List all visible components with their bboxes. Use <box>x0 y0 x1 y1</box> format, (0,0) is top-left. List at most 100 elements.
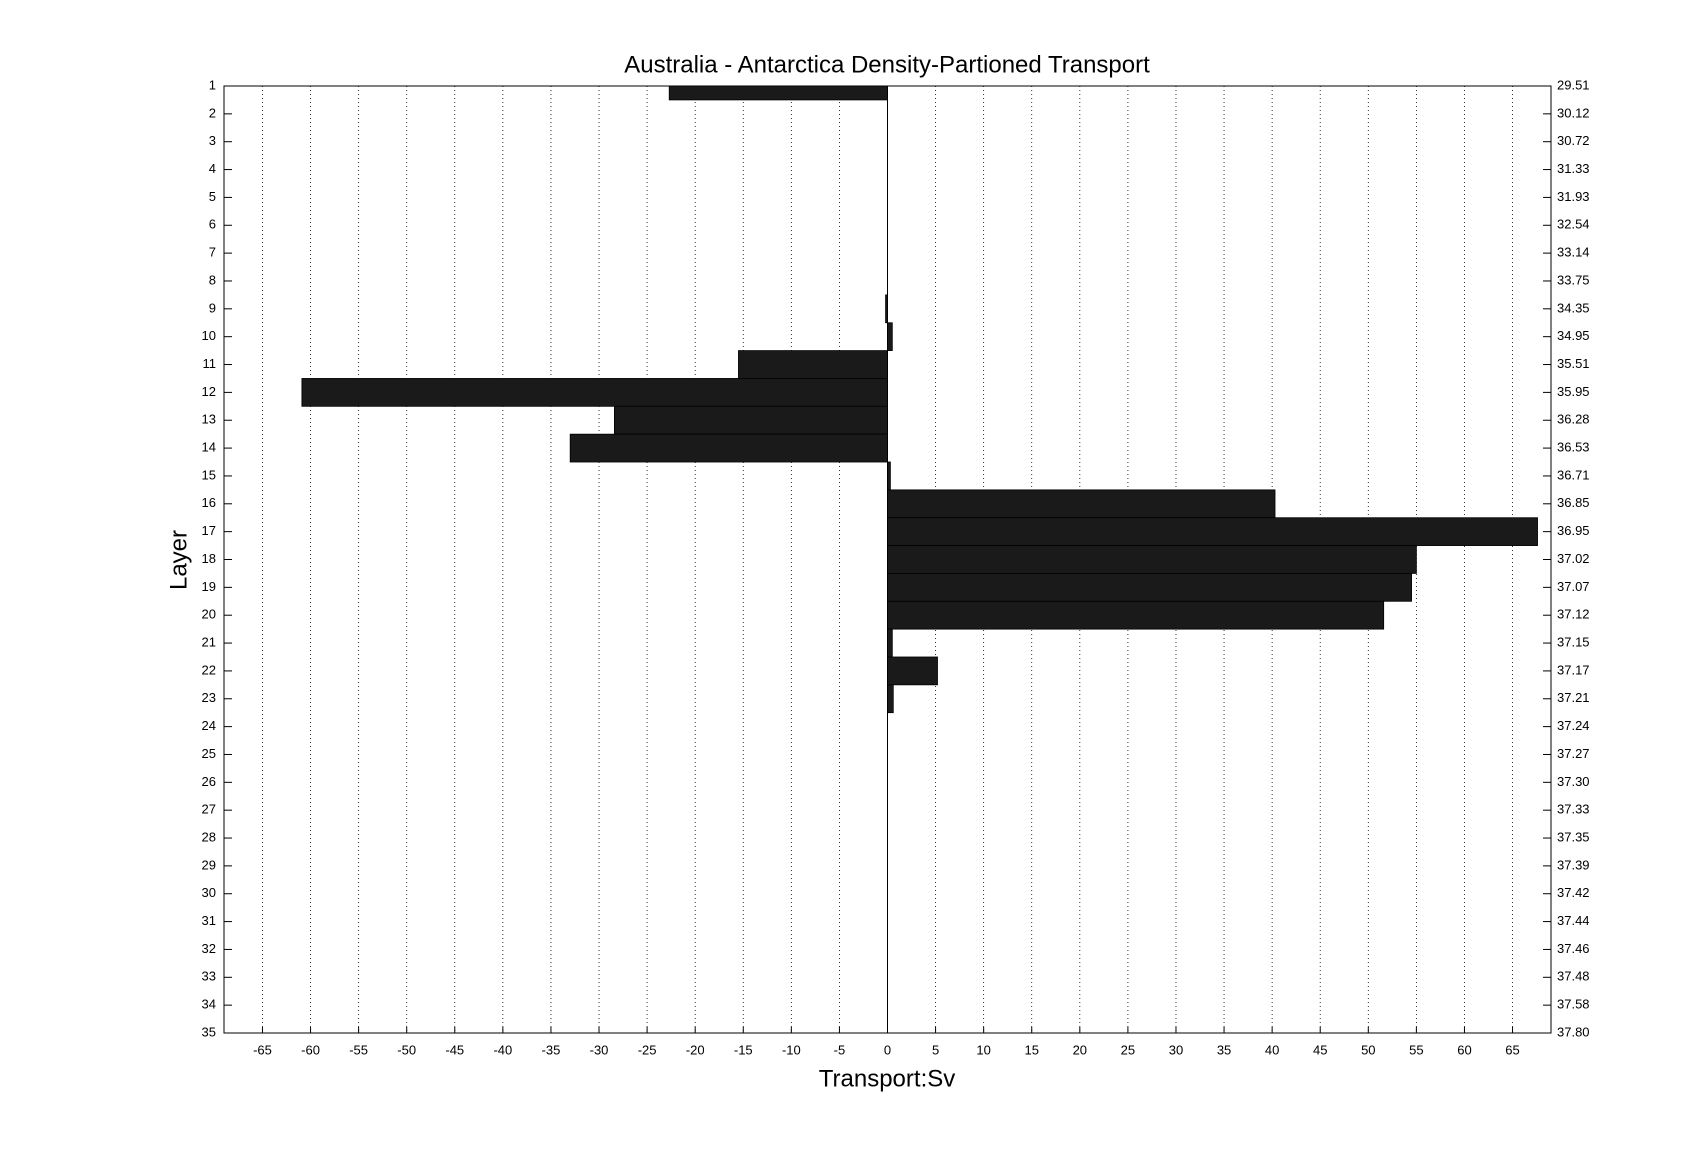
y2-tick-label: 36.85 <box>1557 495 1590 510</box>
x-tick-label: -35 <box>542 1042 561 1057</box>
y2-tick-label: 37.58 <box>1557 997 1590 1012</box>
y2-tick-label: 31.33 <box>1557 161 1590 176</box>
y-tick-label: 33 <box>202 969 216 984</box>
y2-tick-label: 34.95 <box>1557 328 1590 343</box>
y2-tick-label: 36.53 <box>1557 440 1590 455</box>
y-tick-label: 25 <box>202 746 216 761</box>
bar <box>569 433 888 463</box>
bar <box>614 405 888 435</box>
y-tick-label: 32 <box>202 941 216 956</box>
y-tick-label: 8 <box>209 272 216 287</box>
bar <box>887 573 1412 602</box>
x-tick-label: -5 <box>834 1042 846 1057</box>
y-tick-label: 27 <box>202 802 216 817</box>
y2-tick-label: 37.07 <box>1557 579 1590 594</box>
bars <box>301 86 1538 714</box>
x-tick-label: -10 <box>782 1042 801 1057</box>
y2-tick-label: 33.75 <box>1557 272 1590 287</box>
y-tick-label: 10 <box>202 328 216 343</box>
bar <box>738 350 888 379</box>
y2-tick-label: 37.15 <box>1557 634 1590 649</box>
x-axis-label: Transport:Sv <box>819 1065 956 1092</box>
x-tick-label: 60 <box>1457 1042 1471 1057</box>
y-tick-label: 22 <box>202 662 216 677</box>
x-tick-label: -60 <box>301 1042 320 1057</box>
y-tick-label: 23 <box>202 690 216 705</box>
x-tick-label: -40 <box>493 1042 512 1057</box>
x-tick-label: -45 <box>445 1042 464 1057</box>
y2-tick-label: 35.95 <box>1557 384 1590 399</box>
y2-tick-label: 37.80 <box>1557 1024 1590 1039</box>
bar <box>887 684 894 714</box>
x-tick-label: 35 <box>1217 1042 1231 1057</box>
y2-tick-label: 36.71 <box>1557 467 1590 482</box>
y-tick-label: 35 <box>202 1024 216 1039</box>
y-tick-label: 19 <box>202 579 216 594</box>
x-tick-label: 10 <box>976 1042 990 1057</box>
y2-tick-label: 37.27 <box>1557 746 1590 761</box>
bar <box>887 545 1417 574</box>
y-tick-label: 34 <box>202 997 216 1012</box>
y-tick-label: 6 <box>209 217 216 232</box>
x-tick-label: -15 <box>734 1042 753 1057</box>
y-tick-label: 4 <box>209 161 216 176</box>
y-tick-label: 9 <box>209 300 216 315</box>
x-tick-label: -65 <box>253 1042 272 1057</box>
y2-tick-label: 37.46 <box>1557 941 1590 956</box>
bar <box>887 600 1385 630</box>
y-tick-label: 16 <box>202 495 216 510</box>
y-axis-label: Layer <box>165 530 192 590</box>
x-tick-label: -50 <box>397 1042 416 1057</box>
y2-tick-label: 30.12 <box>1557 105 1590 120</box>
chart-title: Australia - Antarctica Density-Partioned… <box>624 51 1150 78</box>
x-tick-label: -25 <box>638 1042 657 1057</box>
x-tick-label: 55 <box>1409 1042 1423 1057</box>
y-tick-label: 1 <box>209 77 216 92</box>
x-tick-label: 65 <box>1505 1042 1519 1057</box>
y-tick-label: 31 <box>202 913 216 928</box>
x-tick-label: 15 <box>1025 1042 1039 1057</box>
y2-tick-label: 30.72 <box>1557 133 1590 148</box>
y-tick-label: 26 <box>202 774 216 789</box>
y2-tick-label: 36.28 <box>1557 412 1590 427</box>
y-tick-label: 20 <box>202 607 216 622</box>
y-tick-label: 2 <box>209 105 216 120</box>
y-tick-label: 24 <box>202 718 216 733</box>
y-tick-label: 17 <box>202 523 216 538</box>
x-tick-label: -20 <box>686 1042 705 1057</box>
y2-tick-label: 34.35 <box>1557 300 1590 315</box>
y-tick-label: 15 <box>202 467 216 482</box>
y2-tick-label: 32.54 <box>1557 217 1590 232</box>
y-tick-label: 5 <box>209 189 216 204</box>
y2-tick-label: 37.21 <box>1557 690 1590 705</box>
y2-tick-label: 37.24 <box>1557 718 1590 733</box>
x-tick-label: -55 <box>349 1042 368 1057</box>
x-tick-label: 25 <box>1121 1042 1135 1057</box>
y2-tick-label: 37.42 <box>1557 885 1590 900</box>
x-tick-label: -30 <box>590 1042 609 1057</box>
x-tick-label: 40 <box>1265 1042 1279 1057</box>
y-tick-label: 13 <box>202 412 216 427</box>
y2-tick-label: 37.35 <box>1557 829 1590 844</box>
y2-tick-label: 36.95 <box>1557 523 1590 538</box>
bar <box>301 378 888 407</box>
y2-tick-label: 37.02 <box>1557 551 1590 566</box>
y2-tick-label: 37.17 <box>1557 662 1590 677</box>
x-tick-label: 50 <box>1361 1042 1375 1057</box>
x-tick-label: 30 <box>1169 1042 1183 1057</box>
y2-tick-label: 37.30 <box>1557 774 1590 789</box>
bar <box>887 322 893 352</box>
bar <box>887 489 1276 519</box>
x-tick-label: 20 <box>1073 1042 1087 1057</box>
y2-tick-label: 29.51 <box>1557 77 1590 92</box>
bar <box>887 656 938 686</box>
y-tick-label: 21 <box>202 634 216 649</box>
y2-tick-label: 37.48 <box>1557 969 1590 984</box>
y2-tick-label: 37.44 <box>1557 913 1590 928</box>
x-tick-label: 45 <box>1313 1042 1327 1057</box>
y-tick-label: 3 <box>209 133 216 148</box>
y-tick-label: 28 <box>202 829 216 844</box>
y-tick-label: 7 <box>209 245 216 260</box>
